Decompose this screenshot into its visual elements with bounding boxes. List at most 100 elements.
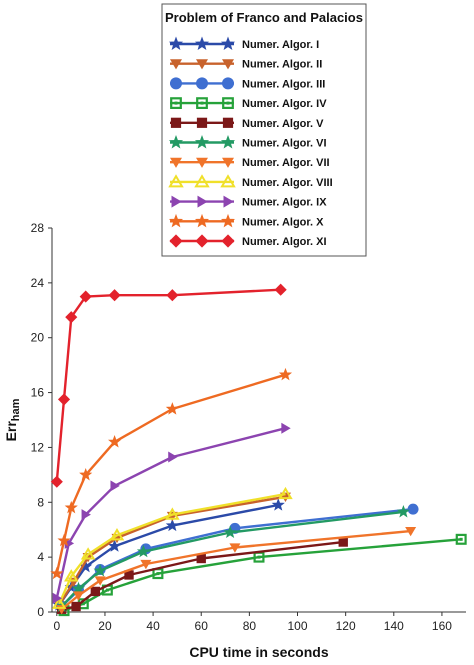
data-point: [271, 498, 285, 511]
data-point-center: [200, 101, 204, 105]
data-point: [71, 581, 86, 595]
y-axis-title-main: Err: [3, 421, 19, 442]
legend-title: Problem of Franco and Palacios: [165, 10, 363, 25]
data-point: [165, 518, 179, 532]
x-tick-label: 160: [432, 619, 452, 633]
data-point: [195, 234, 209, 248]
data-point: [136, 544, 151, 558]
data-point: [81, 509, 91, 521]
data-point: [64, 569, 79, 582]
legend-label: Numer. Algor. X: [242, 216, 324, 228]
data-point: [194, 135, 210, 149]
legend-label: Numer. Algor. XI: [242, 236, 327, 248]
data-point: [170, 97, 182, 110]
x-tick-label: 140: [384, 619, 404, 633]
x-tick-label: 120: [336, 619, 356, 633]
data-point-center: [459, 537, 463, 541]
legend-label: Numer. Algor. I: [242, 39, 319, 51]
data-point: [72, 591, 84, 601]
y-tick-label: 8: [37, 495, 44, 509]
data-point: [140, 559, 152, 570]
series-8: [51, 486, 293, 609]
legend-item: Numer. Algor. IV: [170, 97, 327, 110]
data-point: [168, 213, 184, 228]
legend-label: Numer. Algor. III: [242, 78, 325, 90]
data-point: [197, 195, 208, 208]
y-axis-title: Errham: [3, 398, 22, 441]
legend-label: Numer. Algor. IV: [242, 98, 327, 110]
legend-item: Numer. Algor. II: [170, 59, 322, 71]
data-point: [52, 592, 63, 604]
data-point: [170, 157, 182, 168]
data-point: [278, 367, 293, 381]
y-tick-label: 28: [31, 221, 45, 235]
series-line: [55, 427, 286, 599]
data-point: [229, 543, 241, 553]
y-tick-label: 4: [37, 550, 44, 564]
data-point: [196, 77, 208, 90]
data-point-center: [81, 602, 85, 606]
data-point: [278, 486, 293, 500]
data-point: [108, 539, 122, 552]
x-axis-title: CPU time in seconds: [189, 644, 328, 660]
series-line: [60, 529, 411, 611]
data-point: [338, 537, 348, 547]
legend-label: Numer. Algor. VII: [242, 157, 330, 169]
data-point: [222, 77, 234, 90]
legend-item: Numer. Algor. III: [170, 77, 325, 90]
data-point: [90, 586, 101, 597]
data-point-center: [257, 555, 261, 559]
y-tick-label: 12: [31, 440, 45, 454]
data-point: [223, 525, 237, 539]
legend-item: Numer. Algor. XI: [169, 234, 327, 248]
legend-item: Numer. Algor. I: [168, 36, 319, 51]
data-point: [109, 528, 125, 541]
legend: Problem of Franco and Palacios Numer. Al…: [161, 3, 367, 257]
data-point: [220, 174, 236, 188]
data-point: [51, 596, 67, 609]
data-point: [65, 311, 78, 324]
legend-item: Numer. Algor. VIII: [168, 174, 333, 189]
legend-label: Numer. Algor. VIII: [242, 177, 333, 189]
data-point: [79, 467, 93, 481]
y-tick-label: 24: [31, 276, 45, 290]
y-tick-label: 0: [37, 605, 44, 619]
data-point: [171, 195, 182, 208]
legend-label: Numer. Algor. IX: [242, 197, 327, 209]
series-10: [50, 367, 293, 580]
data-point: [93, 563, 107, 577]
series-7: [56, 526, 417, 615]
data-point: [396, 504, 410, 518]
x-tick-label: 80: [243, 619, 257, 633]
series-11: [50, 283, 287, 488]
data-point: [220, 135, 236, 149]
data-point: [108, 435, 122, 448]
data-point: [170, 77, 182, 90]
axes: 0 4 8 12 16 20 24 28 0 20 40 60 80 100 120 140 160: [31, 221, 466, 633]
data-point: [165, 402, 179, 415]
data-point: [281, 422, 291, 434]
data-point: [222, 97, 234, 110]
data-point: [220, 36, 236, 51]
data-point: [50, 566, 64, 580]
data-point: [455, 533, 467, 545]
data-point: [166, 289, 179, 302]
legend-item: Numer. Algor. IX: [170, 195, 327, 209]
y-tick-label: 20: [31, 331, 45, 345]
data-point: [110, 480, 120, 492]
legend-box: [161, 3, 367, 257]
y-tick-label: 16: [31, 386, 45, 400]
data-point: [71, 601, 81, 612]
legend-item: Numer. Algor. X: [168, 213, 324, 228]
data-point: [220, 213, 236, 228]
data-point: [196, 117, 208, 128]
x-tick-label: 0: [53, 619, 60, 633]
legend-label: Numer. Algor. VI: [242, 138, 327, 150]
data-point: [168, 135, 184, 149]
data-point: [94, 576, 106, 586]
data-point: [168, 36, 184, 51]
data-point: [223, 195, 234, 208]
data-point: [79, 290, 92, 303]
data-point: [194, 174, 210, 188]
